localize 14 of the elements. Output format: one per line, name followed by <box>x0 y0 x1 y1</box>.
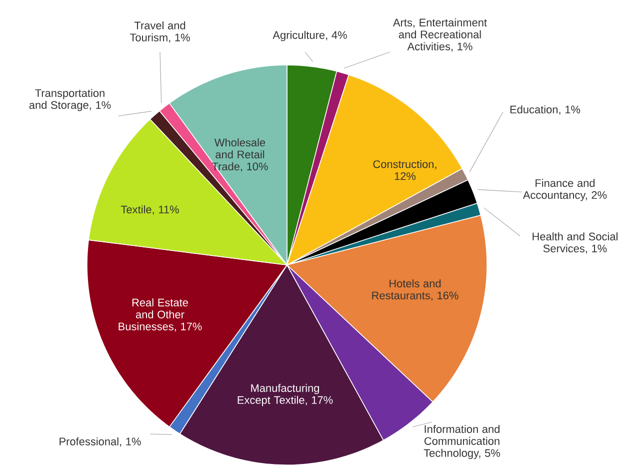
slice-label: Health and Social Services, 1% <box>532 232 618 254</box>
slice-label: Professional, 1% <box>60 437 141 447</box>
slice-label: Education, 1% <box>510 105 580 115</box>
slice-label: Information and Communication Technology, 5% <box>424 424 500 460</box>
slice-label: Travel and Tourism, 1% <box>130 21 190 43</box>
slice-label: Manufacturing Except Textile, 17% <box>238 384 333 406</box>
slice-label: Textile, 11% <box>120 205 179 215</box>
slice-label: Transportation and Storage, 1% <box>29 88 111 112</box>
slice-label: Finance and Accountancy, 2% <box>522 178 607 202</box>
slice-label: Arts, Entertainment and Recreational Activities, 1% <box>392 18 487 52</box>
slice-label: Agriculture, 4% <box>272 30 347 42</box>
slice-label: Real Estate and Other Businesses, 17% <box>118 298 202 332</box>
slice-label: Construction, 12% <box>373 160 436 180</box>
slice-label: Hotels and Restaurants, 16% <box>372 279 458 301</box>
